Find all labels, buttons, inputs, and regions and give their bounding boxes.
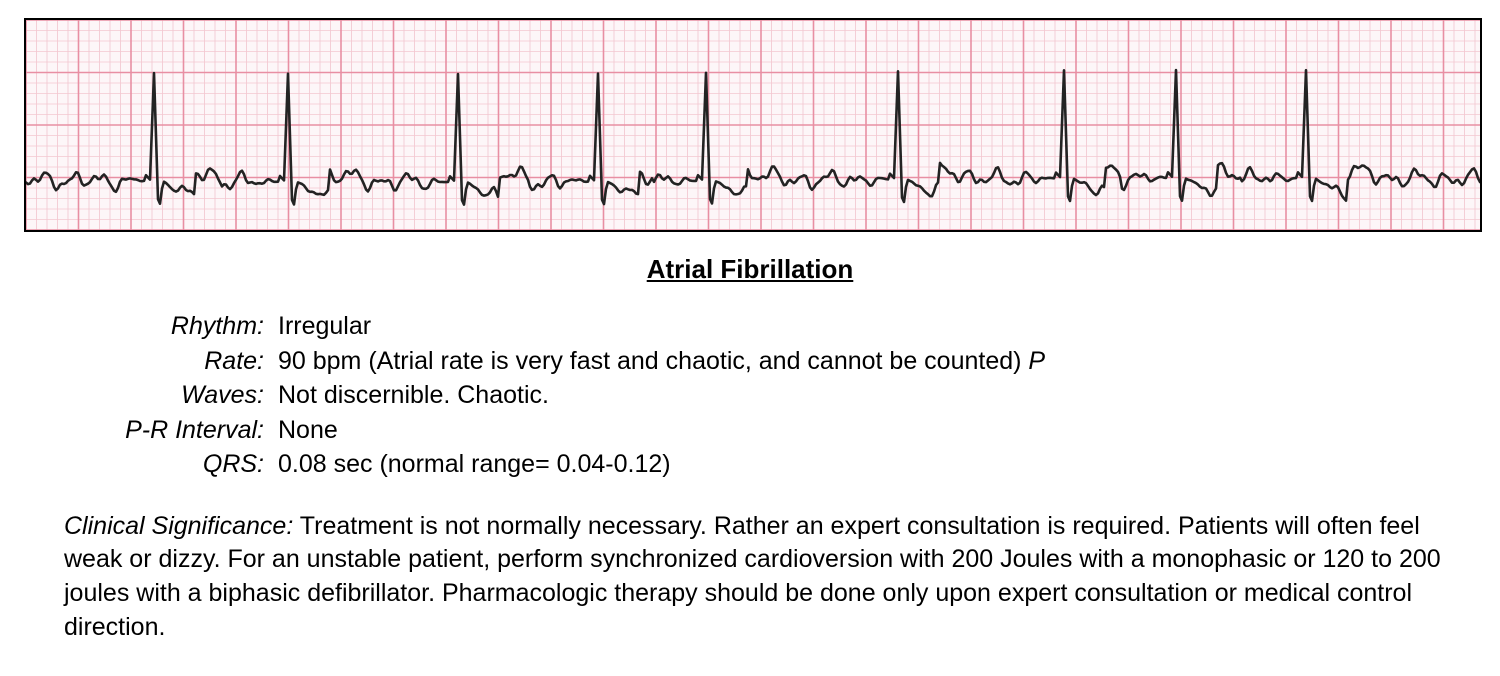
- clinical-label: Clinical Significance:: [64, 512, 293, 540]
- label-pr: P-R Interval:: [64, 413, 278, 448]
- ecg-trace: [26, 20, 1480, 230]
- label-waves: Waves:: [64, 378, 278, 413]
- value-rhythm: Irregular: [278, 309, 1476, 344]
- value-rate: 90 bpm (Atrial rate is very fast and cha…: [278, 344, 1476, 379]
- clinical-significance: Clinical Significance: Treatment is not …: [64, 510, 1456, 645]
- label-rate: Rate:: [64, 344, 278, 379]
- value-qrs: 0.08 sec (normal range= 0.04-0.12): [278, 447, 1476, 482]
- value-rate-p: P: [1028, 347, 1045, 375]
- row-qrs: QRS: 0.08 sec (normal range= 0.04-0.12): [64, 447, 1476, 482]
- row-waves: Waves: Not discernible. Chaotic.: [64, 378, 1476, 413]
- value-pr: None: [278, 413, 1476, 448]
- parameters-table: Rhythm: Irregular Rate: 90 bpm (Atrial r…: [64, 309, 1476, 482]
- row-rhythm: Rhythm: Irregular: [64, 309, 1476, 344]
- diagnosis-heading: Atrial Fibrillation: [24, 254, 1476, 285]
- label-rhythm: Rhythm:: [64, 309, 278, 344]
- value-rate-text: 90 bpm (Atrial rate is very fast and cha…: [278, 347, 1028, 375]
- label-qrs: QRS:: [64, 447, 278, 482]
- ecg-strip: [24, 18, 1482, 232]
- row-rate: Rate: 90 bpm (Atrial rate is very fast a…: [64, 344, 1476, 379]
- page: Atrial Fibrillation Rhythm: Irregular Ra…: [0, 0, 1500, 655]
- value-waves: Not discernible. Chaotic.: [278, 378, 1476, 413]
- row-pr: P-R Interval: None: [64, 413, 1476, 448]
